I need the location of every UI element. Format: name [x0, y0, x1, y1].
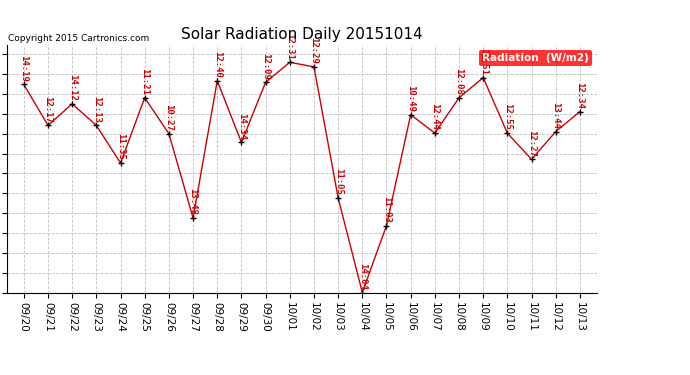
Text: 11:05: 11:05: [334, 168, 343, 195]
Text: 12:31: 12:31: [285, 33, 295, 59]
Text: 14:12: 14:12: [68, 74, 77, 101]
Text: 12:34: 12:34: [575, 82, 584, 109]
Text: 10:51: 10:51: [479, 48, 488, 75]
Text: 11:21: 11:21: [140, 68, 149, 95]
Text: 14:04: 14:04: [358, 263, 367, 290]
Legend: Radiation  (W/m2): Radiation (W/m2): [479, 50, 591, 66]
Text: 12:40: 12:40: [213, 51, 221, 78]
Title: Solar Radiation Daily 20151014: Solar Radiation Daily 20151014: [181, 27, 423, 42]
Text: 12:27: 12:27: [527, 130, 536, 156]
Text: 10:49: 10:49: [406, 85, 415, 112]
Text: 14:19: 14:19: [19, 55, 28, 82]
Text: 11:35: 11:35: [116, 134, 125, 160]
Text: 12:44: 12:44: [431, 104, 440, 130]
Text: 14:34: 14:34: [237, 112, 246, 140]
Text: 12:29: 12:29: [309, 37, 319, 64]
Text: 11:03: 11:03: [382, 196, 391, 223]
Text: 12:55: 12:55: [503, 104, 512, 130]
Text: 12:09: 12:09: [261, 53, 270, 80]
Text: 13:44: 13:44: [551, 102, 560, 129]
Text: 12:13: 12:13: [92, 96, 101, 123]
Text: Copyright 2015 Cartronics.com: Copyright 2015 Cartronics.com: [8, 33, 149, 42]
Text: 10:27: 10:27: [164, 104, 173, 131]
Text: 13:48: 13:48: [188, 188, 197, 215]
Text: 12:08: 12:08: [455, 68, 464, 95]
Text: 12:17: 12:17: [43, 96, 52, 123]
